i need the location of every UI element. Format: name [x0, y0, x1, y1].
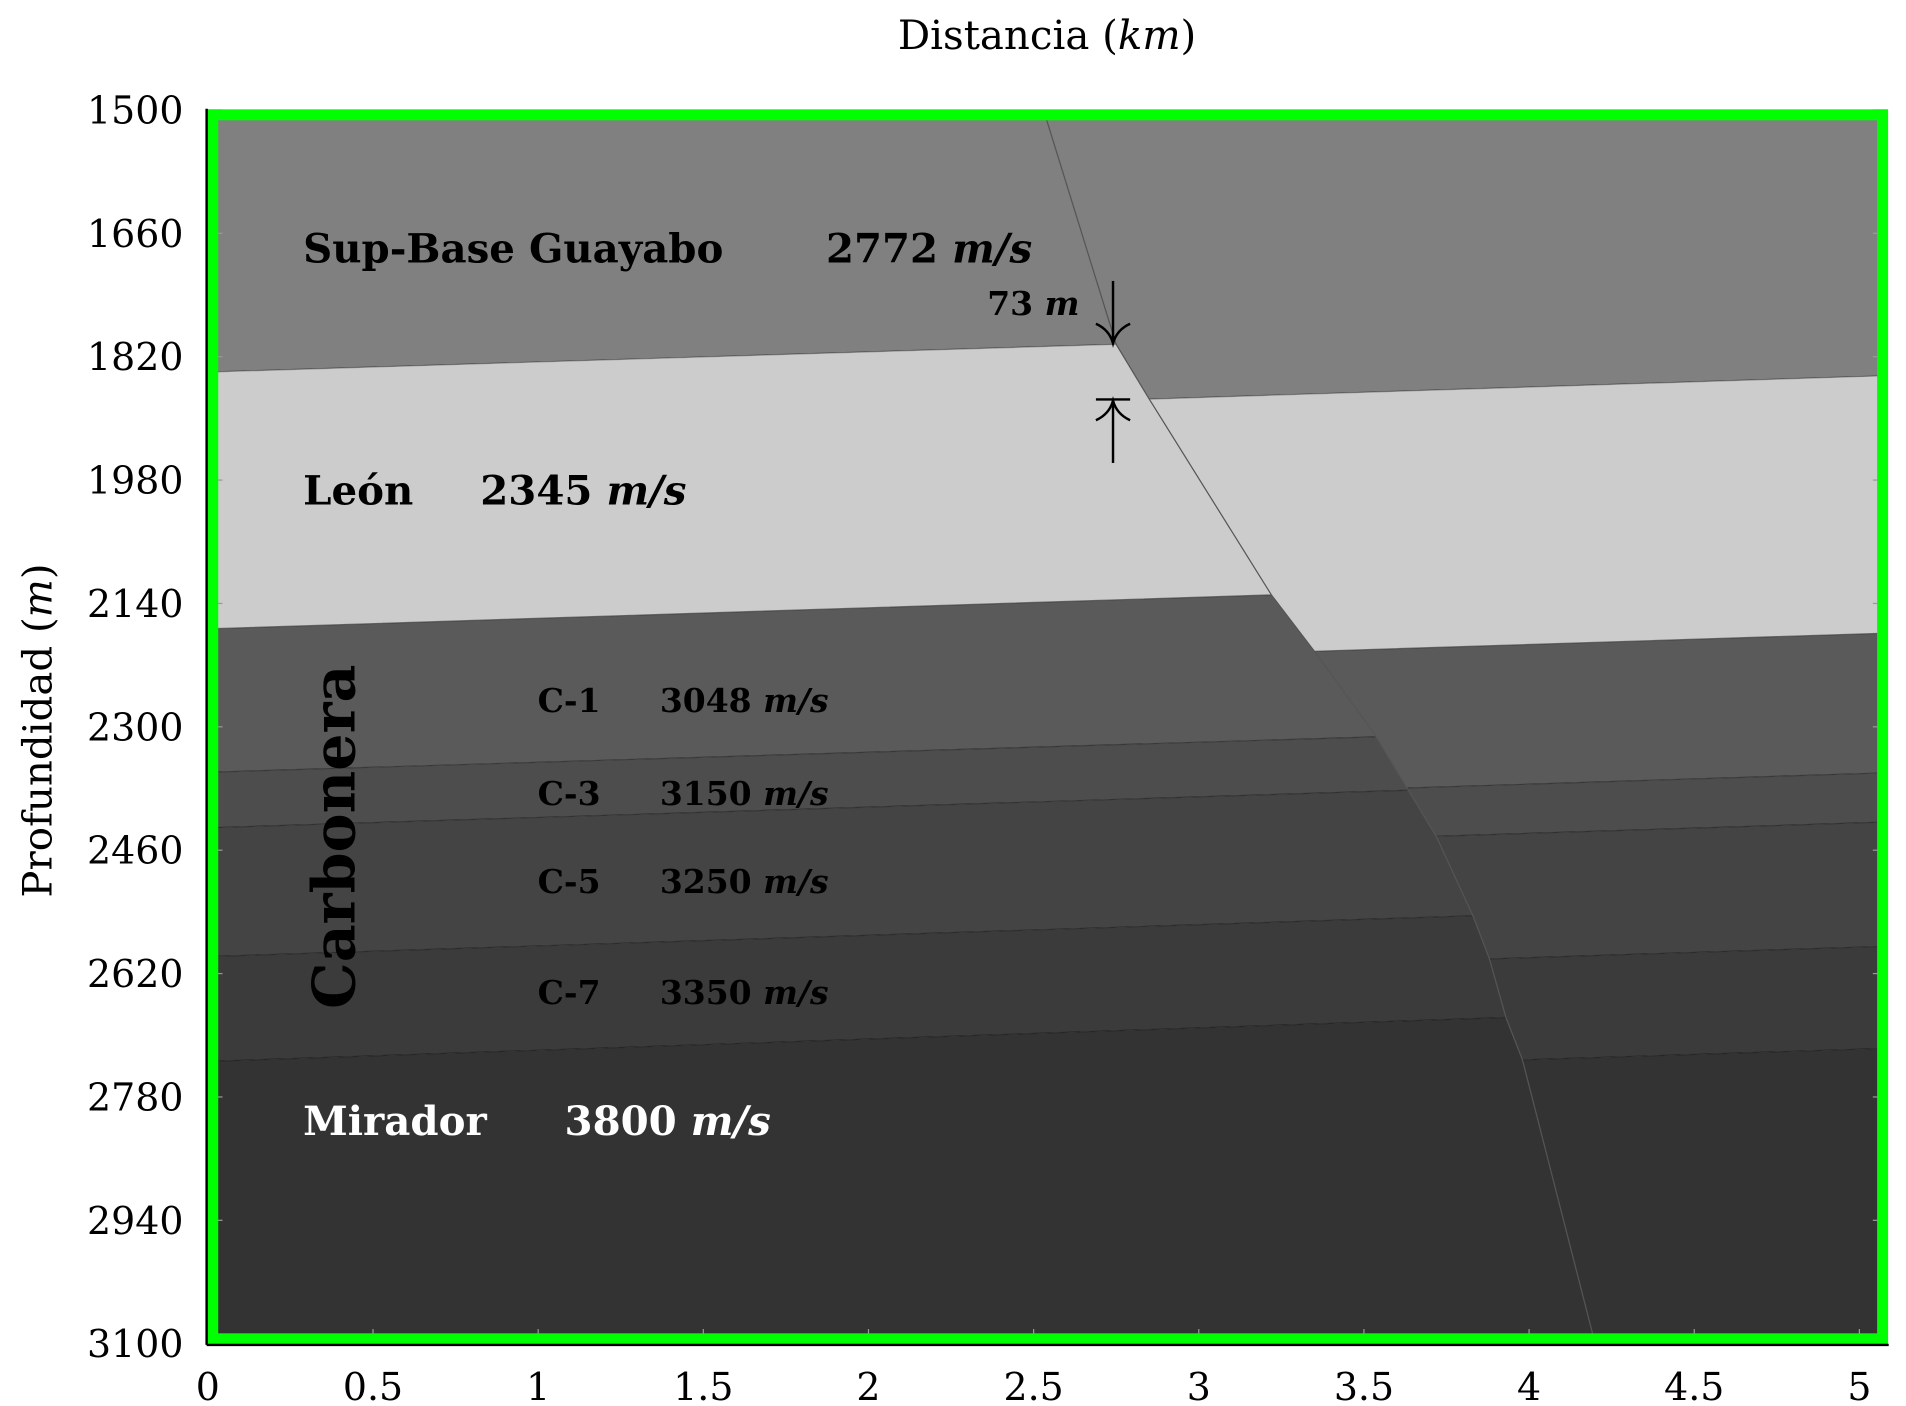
y-tick-label: 1500	[87, 88, 183, 132]
layer-label-mirador: Mirador 3800 m/s	[303, 1097, 771, 1145]
layer-label-c1: C-1 3048 m/s	[538, 681, 829, 720]
x-tick-label: 4	[1517, 1365, 1541, 1406]
group-label-carbonera: Carbonera	[299, 665, 368, 1009]
y-tick-label: 1660	[87, 212, 183, 256]
y-tick-label: 3100	[87, 1322, 183, 1366]
layer-label-guayabo: Sup-Base Guayabo 2772 m/s	[303, 225, 1032, 273]
x-tick-label: 2	[856, 1365, 880, 1406]
x-tick-label: 1.5	[673, 1365, 733, 1406]
layer-label-leon: León 2345 m/s	[303, 466, 686, 514]
layer-hanging-wall-mirador	[207, 1003, 1596, 1344]
y-tick-label: 2460	[87, 829, 183, 873]
y-tick-label: 2620	[87, 952, 183, 996]
y-tick-labels: 1500 1660 1820 1980 2140 2300 2460 2620 2780 2940…	[87, 88, 183, 1366]
y-tick-label: 2780	[87, 1075, 183, 1119]
throw-down-arrow-icon	[1095, 280, 1131, 348]
y-tick-label: 1980	[87, 459, 183, 503]
x-tick-label: 4.5	[1664, 1365, 1724, 1406]
plot-frame	[207, 109, 1889, 1345]
x-tick-label: 3.5	[1334, 1365, 1394, 1406]
layer-label-c5: C-5 3250 m/s	[538, 862, 829, 901]
y-tick-label: 2300	[87, 705, 183, 749]
x-tick-label: 0	[196, 1365, 220, 1406]
layer-hanging-wall-c-7	[207, 901, 1596, 1063]
x-tick-label: 3	[1187, 1365, 1211, 1406]
layer-label-c7: C-7 3350 m/s	[538, 973, 829, 1012]
x-tick-labels: 0 0.5 1 1.5 2 2.5 3 3.5 4 4.5 5	[196, 1365, 1872, 1406]
y-axis-title: Profundidad (m)	[14, 563, 61, 897]
x-tick-label: 1	[526, 1365, 550, 1406]
x-tick-label: 5	[1847, 1365, 1871, 1406]
x-tick-label: 0.5	[343, 1365, 403, 1406]
y-tick-label: 2940	[87, 1199, 183, 1243]
y-tick-label: 1820	[87, 335, 183, 379]
throw-label: 73 m	[987, 284, 1079, 323]
x-tick-label: 2.5	[1004, 1365, 1064, 1406]
y-tick-label: 2140	[87, 582, 183, 626]
fault-line	[1042, 109, 1596, 1344]
layer-label-c3: C-3 3150 m/s	[538, 774, 829, 813]
throw-up-arrow-icon	[1095, 396, 1131, 463]
x-axis-title: Distancia (km)	[898, 12, 1196, 59]
